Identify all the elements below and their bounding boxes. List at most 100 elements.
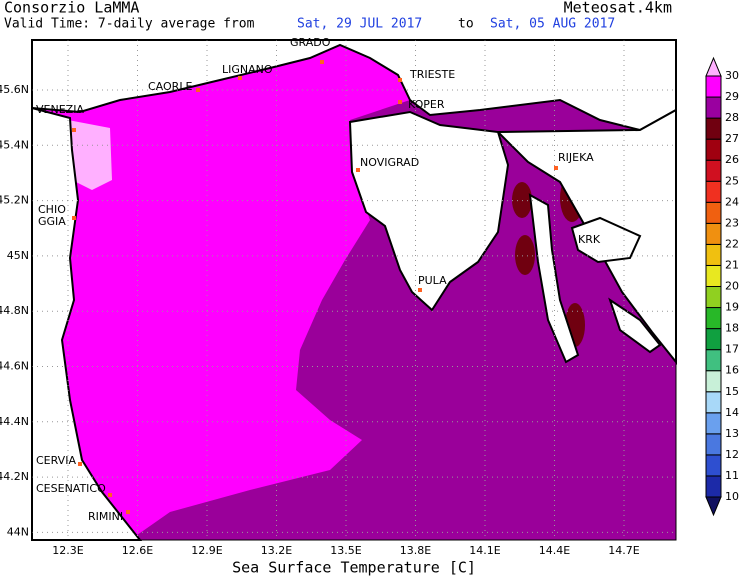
colorbar-box [705, 286, 722, 309]
place-marker [78, 462, 82, 466]
frame [31, 39, 677, 541]
colorbar-label: 24 [725, 195, 739, 208]
lat-label: 45.6N [0, 83, 29, 96]
colorbar-label: 27 [725, 132, 739, 145]
valid-prefix: Valid Time: 7-daily average from [4, 17, 255, 32]
lat-label: 44.6N [0, 360, 29, 373]
colorbar-label: 11 [725, 469, 739, 482]
colorbar-label: 17 [725, 343, 739, 356]
colorbar-label: 20 [725, 280, 739, 293]
place-marker [126, 510, 130, 514]
place-label: PULA [418, 274, 447, 287]
colorbar-box [705, 75, 722, 98]
lon-label: 14.4E [539, 544, 570, 557]
colorbar-label: 21 [725, 258, 739, 271]
colorbar-label: 15 [725, 385, 739, 398]
place-label: CESENATICO [36, 482, 106, 495]
colorbar-label: 13 [725, 427, 739, 440]
date-sep: to [458, 17, 474, 32]
place-label: LIGNANO [222, 63, 273, 76]
colorbar-box [705, 117, 722, 140]
lon-label: 12.6E [122, 544, 153, 557]
place-label: TRIESTE [409, 68, 455, 81]
place-marker [418, 288, 422, 292]
colorbar-box [705, 222, 722, 245]
lat-label: 45.4N [0, 138, 29, 151]
map [31, 39, 677, 541]
lat-label: 44N [7, 525, 29, 538]
colorbar-box [705, 96, 722, 119]
place-marker [238, 76, 242, 80]
place-label: RIMINI [88, 510, 123, 523]
colorbar-label: 23 [725, 216, 739, 229]
place-marker [398, 78, 402, 82]
labels: 12.3E 12.6E 12.9E 13.2E 13.5E 13.8E 14.1E 14.4E… [0, 36, 640, 557]
warm-spot [515, 235, 535, 275]
land-croatia [495, 108, 677, 365]
colorbar-box [705, 475, 722, 498]
colorbar-label: 22 [725, 237, 739, 250]
place-marker [196, 88, 200, 92]
place-label: RIJEKA [558, 151, 594, 164]
lon-label: 12.9E [191, 544, 222, 557]
colorbar-label: 10 [725, 490, 739, 503]
place-marker [72, 128, 76, 132]
place-label: CAORLE [148, 80, 192, 93]
right-title: Meteosat.4km [564, 0, 672, 17]
colorbar: 10 11 12 13 14 15 16 17 18 19 20 21 22 23 24 25 26 27 28 29… [705, 56, 739, 517]
colorbar-label: 18 [725, 322, 739, 335]
place-marker [398, 100, 402, 104]
colorbar-label: 19 [725, 301, 739, 314]
sea-magenta [32, 40, 410, 540]
lat-label: 44.2N [0, 470, 29, 483]
place-marker [356, 168, 360, 172]
place-label: GRADO [290, 36, 331, 49]
grid [32, 40, 676, 540]
place-label: KOPER [408, 98, 445, 111]
sea-lightpink [68, 120, 112, 190]
date-from: Sat, 29 JUL 2017 [297, 17, 422, 32]
lat-label: 44.4N [0, 415, 29, 428]
colorbar-box [705, 201, 722, 224]
colorbar-arrow [705, 56, 722, 77]
colorbar-box [705, 433, 722, 456]
footer-title: Sea Surface Temperature [C] [232, 559, 476, 577]
island-south [608, 297, 662, 354]
place-label: GGIA [38, 215, 66, 228]
lat-label: 45N [7, 249, 29, 262]
colorbar-label: 26 [725, 153, 739, 166]
colorbar-box [705, 138, 722, 161]
place-label: CERVIA [36, 454, 76, 467]
colorbar-box [705, 349, 722, 372]
lon-label: 14.1E [469, 544, 500, 557]
place-marker [554, 166, 558, 170]
colorbar-box [705, 180, 722, 203]
lon-label: 13.8E [400, 544, 431, 557]
colorbar-box [705, 412, 722, 435]
colorbar-box [705, 307, 722, 330]
lat-label: 44.8N [0, 304, 29, 317]
island-krk [570, 216, 642, 264]
date-to: Sat, 05 AUG 2017 [490, 17, 615, 32]
colorbar-label: 25 [725, 174, 739, 187]
colorbar-arrow [705, 496, 722, 517]
colorbar-box [705, 370, 722, 393]
island-cres [528, 193, 580, 364]
lon-label: 13.5E [330, 544, 361, 557]
colorbar-box [705, 391, 722, 414]
place-label: CHIO [38, 203, 66, 216]
place-marker [72, 216, 76, 220]
colorbar-box [705, 243, 722, 266]
land-north [31, 39, 677, 132]
colorbar-box [705, 159, 722, 182]
colorbar-box [705, 454, 722, 477]
colorbar-box [705, 264, 722, 288]
lon-label: 13.2E [261, 544, 292, 557]
place-marker [320, 60, 324, 64]
colorbar-label: 30 [725, 69, 739, 82]
colorbar-label: 28 [725, 111, 739, 124]
place-label: NOVIGRAD [360, 156, 419, 169]
colorbar-label: 16 [725, 364, 739, 377]
place-marker [108, 493, 112, 497]
